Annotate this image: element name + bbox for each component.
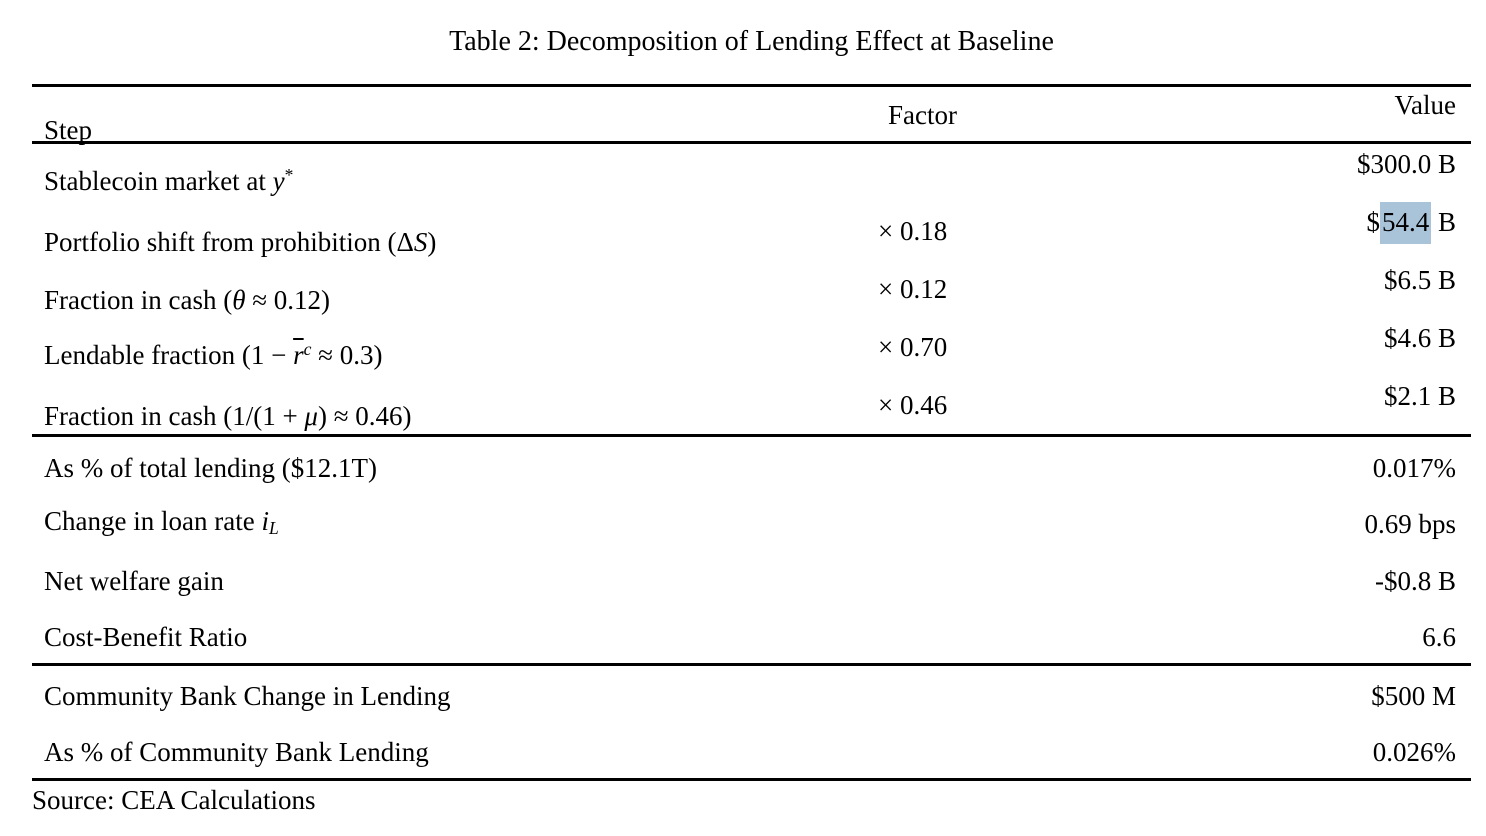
step-label: Portfolio shift from prohibition (ΔS) [44, 225, 436, 259]
step-label: Change in loan rate iL [44, 504, 279, 541]
section-community-banks: Community Bank Change in Lending $500 M As… [32, 666, 1471, 778]
text-part: Community Bank Change in Lending [44, 681, 451, 711]
step-label: Community Bank Change in Lending [44, 679, 450, 713]
value-cell: 0.69 bps [1364, 507, 1456, 541]
text-part: Lendable fraction (1 − [44, 340, 294, 370]
text-part: As % of total lending ($12.1T) [44, 452, 377, 483]
table-row: As % of total lending ($12.1T) 0.017% [32, 437, 1471, 494]
value-cell: 0.026% [1373, 735, 1456, 769]
text-part: $500 M [1371, 681, 1456, 711]
text-part: Change in loan rate [44, 506, 262, 536]
data-table: Step Factor Value Stablecoin market at y… [32, 84, 1471, 781]
text-part: ) ≈ 0.46) [317, 401, 412, 431]
section-decomposition: Stablecoin market at y* $300.0 B Portfolio… [32, 144, 1471, 437]
text-part: $2.1 B [1383, 381, 1456, 411]
value-cell: $300.0 B [1357, 147, 1456, 181]
step-label: As % of total lending ($12.1T) [44, 451, 377, 485]
text-part: Portfolio shift from prohibition (Δ [44, 227, 414, 257]
step-label: As % of Community Bank Lending [44, 735, 429, 769]
table-row: As % of Community Bank Lending 0.026% [32, 722, 1471, 778]
text-part: y [272, 166, 285, 196]
step-label: Fraction in cash (θ ≈ 0.12) [44, 283, 330, 317]
text-part: $6.5 B [1383, 265, 1456, 295]
text-part: 0.026% [1372, 737, 1456, 767]
table-row: Stablecoin market at y* $300.0 B [32, 144, 1471, 202]
selection-highlight: 54.4 [1379, 202, 1432, 244]
text-part: $ [1366, 207, 1380, 237]
factor-value: × 0.12 [878, 274, 948, 304]
text-part: r [293, 340, 304, 370]
text-part: $300.0 B [1356, 149, 1456, 179]
text-part: θ [232, 285, 246, 315]
value-cell: $500 M [1371, 679, 1456, 713]
step-label: Cost-Benefit Ratio [44, 620, 247, 654]
value-cell: $6.5 B [1384, 263, 1456, 297]
text-part: S [413, 227, 428, 257]
text-part: As % of Community Bank Lending [44, 737, 429, 767]
table-row: Cost-Benefit Ratio 6.6 [32, 607, 1471, 664]
step-label: Fraction in cash (1/(1 + μ) ≈ 0.46) [44, 399, 412, 433]
text-part: i [261, 506, 269, 536]
table-row: Lendable fraction (1 − rc ≈ 0.3) × 0.70 $4… [32, 318, 1471, 376]
value-cell: 0.017% [1373, 451, 1456, 485]
text-part: Cost-Benefit Ratio [44, 622, 248, 652]
factor-value: × 0.18 [878, 216, 948, 246]
text-part: ≈ 0.12) [245, 285, 331, 315]
value-cell: -$0.8 B [1375, 564, 1456, 598]
text-part: Stablecoin market at [44, 166, 273, 196]
text-part: 0.017% [1372, 452, 1456, 483]
source-note: Source: CEA Calculations [32, 785, 316, 815]
value-cell: $54.4 B [1366, 202, 1456, 244]
text-part: Fraction in cash ( [44, 285, 233, 315]
table-row: Community Bank Change in Lending $500 M [32, 666, 1471, 722]
column-header-factor: Factor [888, 100, 957, 130]
table-row: Fraction in cash (1/(1 + μ) ≈ 0.46) × 0.4… [32, 376, 1471, 434]
text-part: 0.69 bps [1364, 509, 1456, 539]
section-aggregates: As % of total lending ($12.1T) 0.017% Chan… [32, 437, 1471, 666]
table-row: Portfolio shift from prohibition (ΔS) × 0… [32, 202, 1471, 260]
table-header-row: Step Factor Value [32, 87, 1471, 145]
column-header-step: Step [44, 115, 93, 145]
text-part: * [284, 165, 294, 186]
text-part: ) [427, 227, 437, 257]
factor-value: × 0.70 [878, 332, 948, 362]
text-part: L [268, 517, 279, 538]
table-row: Fraction in cash (θ ≈ 0.12) × 0.12 $6.5 B [32, 260, 1471, 318]
text-part: $4.6 B [1383, 323, 1456, 353]
factor-value: × 0.46 [878, 390, 948, 420]
step-label: Net welfare gain [44, 564, 224, 598]
text-part: B [1431, 207, 1456, 237]
text-part: Fraction in cash (1/(1 + [44, 401, 305, 431]
table-title: Table 2: Decomposition of Lending Effect… [449, 26, 1054, 57]
text-part: c [303, 339, 312, 360]
text-part: -$0.8 B [1375, 565, 1456, 596]
text-part: ≈ 0.3) [311, 340, 383, 370]
text-part: Net welfare gain [44, 565, 224, 596]
text-part: 6.6 [1422, 622, 1456, 652]
value-cell: $2.1 B [1384, 379, 1456, 413]
table-row: Change in loan rate iL 0.69 bps [32, 494, 1471, 551]
step-label: Lendable fraction (1 − rc ≈ 0.3) [44, 338, 382, 375]
column-header-value: Value [1394, 90, 1456, 120]
value-cell: 6.6 [1422, 620, 1456, 654]
value-cell: $4.6 B [1384, 321, 1456, 355]
table-row: Net welfare gain -$0.8 B [32, 550, 1471, 607]
text-part: μ [304, 401, 318, 431]
step-label: Stablecoin market at y* [44, 164, 293, 201]
